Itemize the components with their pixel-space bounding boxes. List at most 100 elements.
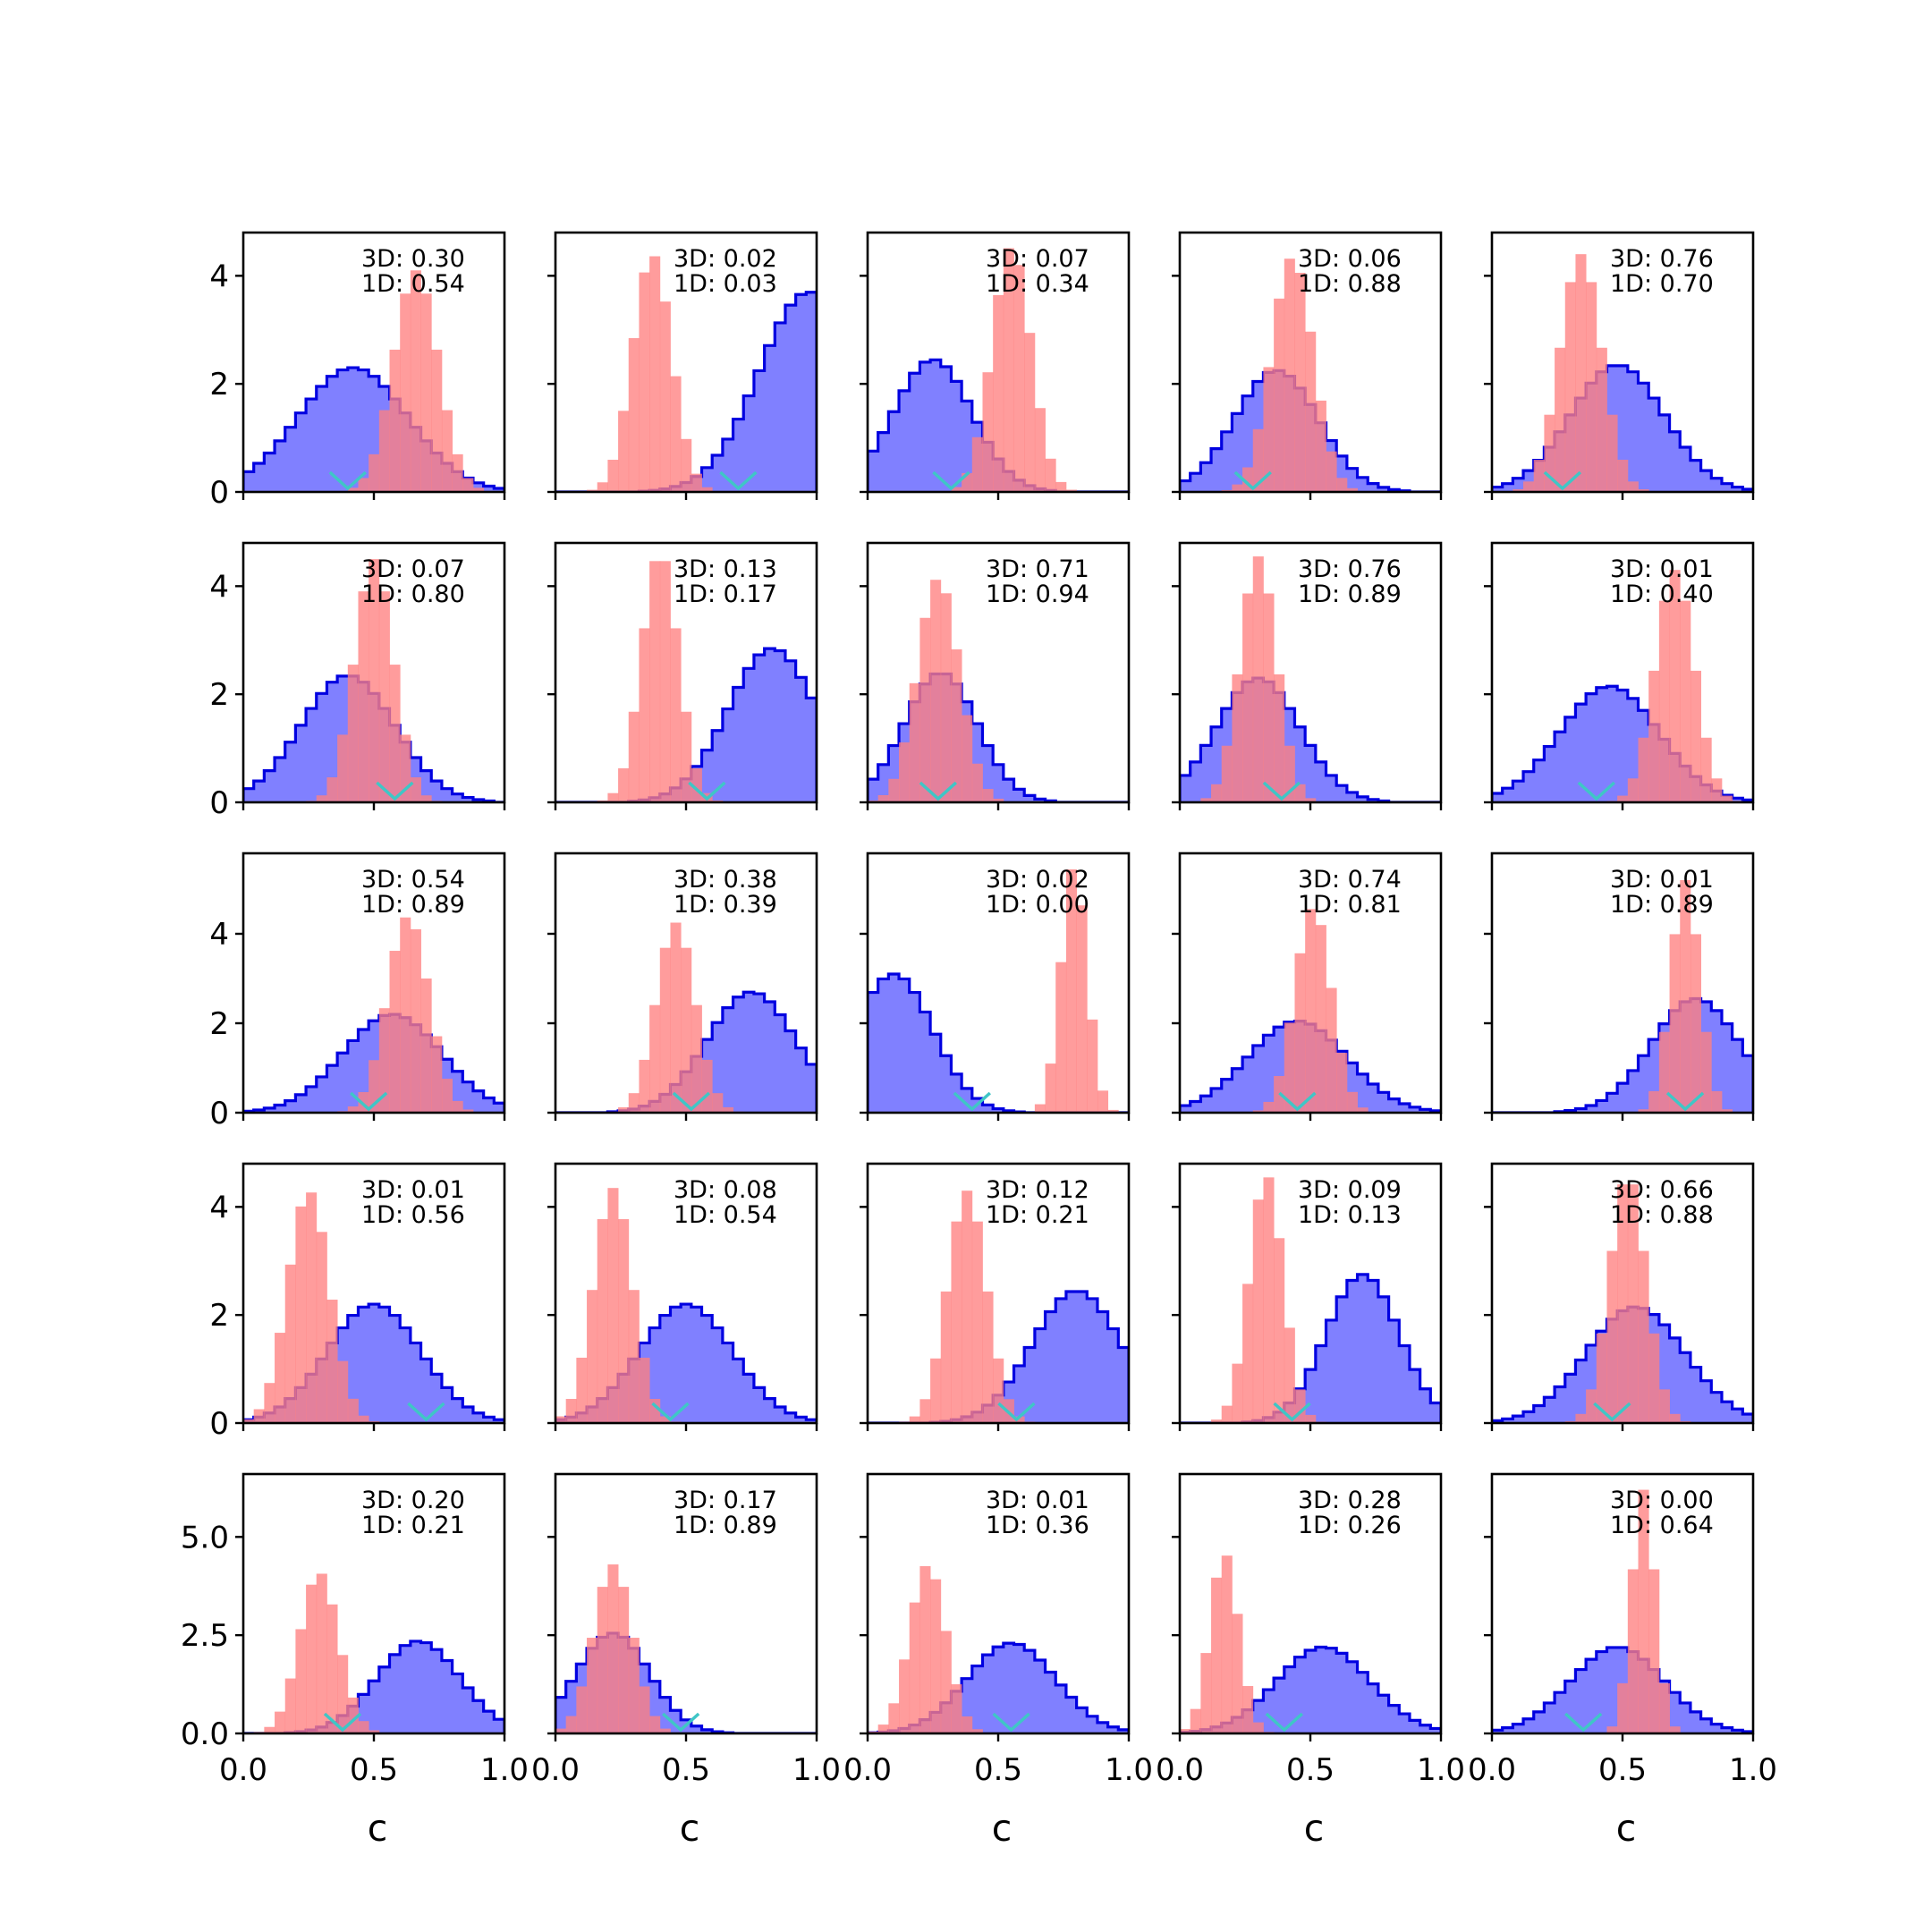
annotation-1d: 1D: 0.88 xyxy=(1610,1201,1714,1229)
blue-histogram-bar xyxy=(410,1343,421,1423)
red-histogram-bar xyxy=(1045,458,1056,492)
truth-marker xyxy=(688,781,726,801)
red-histogram-bar xyxy=(639,628,650,802)
blue-histogram-bar xyxy=(764,648,775,802)
red-histogram-bar xyxy=(877,795,889,802)
red-histogram-bar xyxy=(1190,1708,1201,1733)
blue-histogram-bar xyxy=(1669,1337,1681,1423)
blue-histogram-bar xyxy=(930,1034,942,1113)
red-histogram-bar xyxy=(919,617,931,802)
red-histogram-bar xyxy=(275,1711,286,1733)
red-histogram-bar xyxy=(1315,400,1326,492)
red-histogram-bar xyxy=(951,649,962,802)
blue-histogram-bar xyxy=(1430,1728,1441,1733)
blue-histogram-bar xyxy=(1346,1661,1358,1733)
blue-histogram-bar xyxy=(1711,478,1723,492)
blue-histogram-bar xyxy=(1180,775,1191,802)
red-histogram-bar xyxy=(919,1565,931,1733)
blue-histogram-bar xyxy=(1502,1419,1513,1423)
annotation-1d: 1D: 0.70 xyxy=(1610,270,1714,298)
blue-histogram-bar xyxy=(462,1081,474,1113)
blue-histogram-bar xyxy=(316,693,327,802)
blue-histogram-bar xyxy=(1648,398,1660,492)
blue-histogram-bar xyxy=(431,781,443,802)
blue-histogram-bar xyxy=(1492,1730,1504,1733)
blue-histogram-bar xyxy=(940,366,952,492)
blue-histogram-bar xyxy=(993,1647,1004,1733)
red-histogram-bar xyxy=(347,665,359,802)
blue-histogram-bar xyxy=(1492,792,1504,802)
red-histogram-bar xyxy=(1180,1729,1191,1733)
red-histogram-bar xyxy=(1294,1389,1306,1423)
blue-histogram-bar xyxy=(1711,1724,1723,1733)
blue-histogram-bar xyxy=(1419,1109,1431,1113)
red-histogram-bar xyxy=(639,272,650,492)
red-histogram-bar xyxy=(555,1728,567,1733)
x-tick-label: 0.5 xyxy=(662,1752,710,1788)
blue-histogram-bar xyxy=(784,660,797,802)
red-histogram-bar xyxy=(410,928,421,1113)
blue-histogram-bar xyxy=(378,1666,390,1733)
blue-histogram-bar xyxy=(1388,1705,1400,1733)
blue-histogram-bar xyxy=(971,1665,983,1733)
red-histogram-bar xyxy=(1638,737,1649,802)
red-histogram-bar xyxy=(253,1409,265,1423)
red-histogram-bar xyxy=(1252,428,1264,492)
red-histogram-bar xyxy=(919,1399,931,1423)
blue-histogram-bar xyxy=(284,1100,296,1113)
blue-histogram-bar xyxy=(1513,478,1524,492)
blue-histogram-bar xyxy=(951,381,962,492)
blue-histogram-bar xyxy=(733,419,744,492)
red-histogram-bar xyxy=(1680,880,1691,1113)
red-histogram-bar xyxy=(722,1106,733,1113)
truth-marker xyxy=(1577,781,1615,801)
red-histogram-bar xyxy=(452,1100,463,1113)
blue-histogram-bar xyxy=(1305,1369,1317,1423)
blue-histogram-bar xyxy=(295,1094,307,1113)
blue-histogram-bar xyxy=(1357,796,1368,802)
blue-histogram-bar xyxy=(494,488,504,492)
annotation-3d: 3D: 0.74 xyxy=(1298,866,1402,894)
annotation-3d: 3D: 0.54 xyxy=(361,866,465,894)
blue-histogram-bar xyxy=(659,1315,671,1423)
blue-histogram-bar xyxy=(462,1687,474,1733)
x-tick-label: 0.5 xyxy=(1286,1752,1335,1788)
blue-histogram-bar xyxy=(712,1327,724,1423)
annotation-3d: 3D: 0.09 xyxy=(1298,1176,1402,1204)
blue-histogram-bar xyxy=(483,1097,495,1113)
blue-histogram-bar xyxy=(722,1007,733,1113)
truth-marker xyxy=(376,781,414,801)
red-histogram-bar xyxy=(1721,1109,1733,1113)
red-histogram-bar xyxy=(962,1716,973,1733)
blue-histogram-bar xyxy=(982,1655,994,1733)
blue-histogram-bar xyxy=(1669,431,1681,492)
annotation-3d: 3D: 0.28 xyxy=(1298,1487,1402,1514)
blue-histogram-bar xyxy=(1034,1660,1046,1733)
red-histogram-bar xyxy=(576,1686,588,1733)
annotation-1d: 1D: 0.17 xyxy=(674,580,777,608)
annotation-3d: 3D: 0.17 xyxy=(674,1487,777,1514)
blue-histogram-bar xyxy=(930,360,942,492)
blue-histogram-bar xyxy=(1200,462,1212,492)
blue-histogram-bar xyxy=(1711,1392,1723,1423)
red-histogram-bar xyxy=(275,1333,286,1423)
blue-histogram-bar xyxy=(1544,1702,1555,1733)
blue-histogram-outline xyxy=(243,1013,504,1113)
red-histogram-bar xyxy=(1263,1177,1275,1423)
red-histogram-bar xyxy=(1294,784,1306,802)
blue-histogram-bar xyxy=(306,1086,318,1113)
red-histogram-bar xyxy=(576,1357,588,1423)
red-histogram-bar xyxy=(316,795,327,802)
red-histogram-bar xyxy=(951,1221,962,1423)
blue-histogram-bar xyxy=(326,682,338,802)
blue-histogram-bar xyxy=(410,1640,421,1733)
red-histogram-bar xyxy=(899,742,911,802)
blue-histogram-bar xyxy=(1326,775,1337,802)
blue-histogram-bar xyxy=(264,770,275,802)
plot-area xyxy=(1492,1184,1753,1423)
